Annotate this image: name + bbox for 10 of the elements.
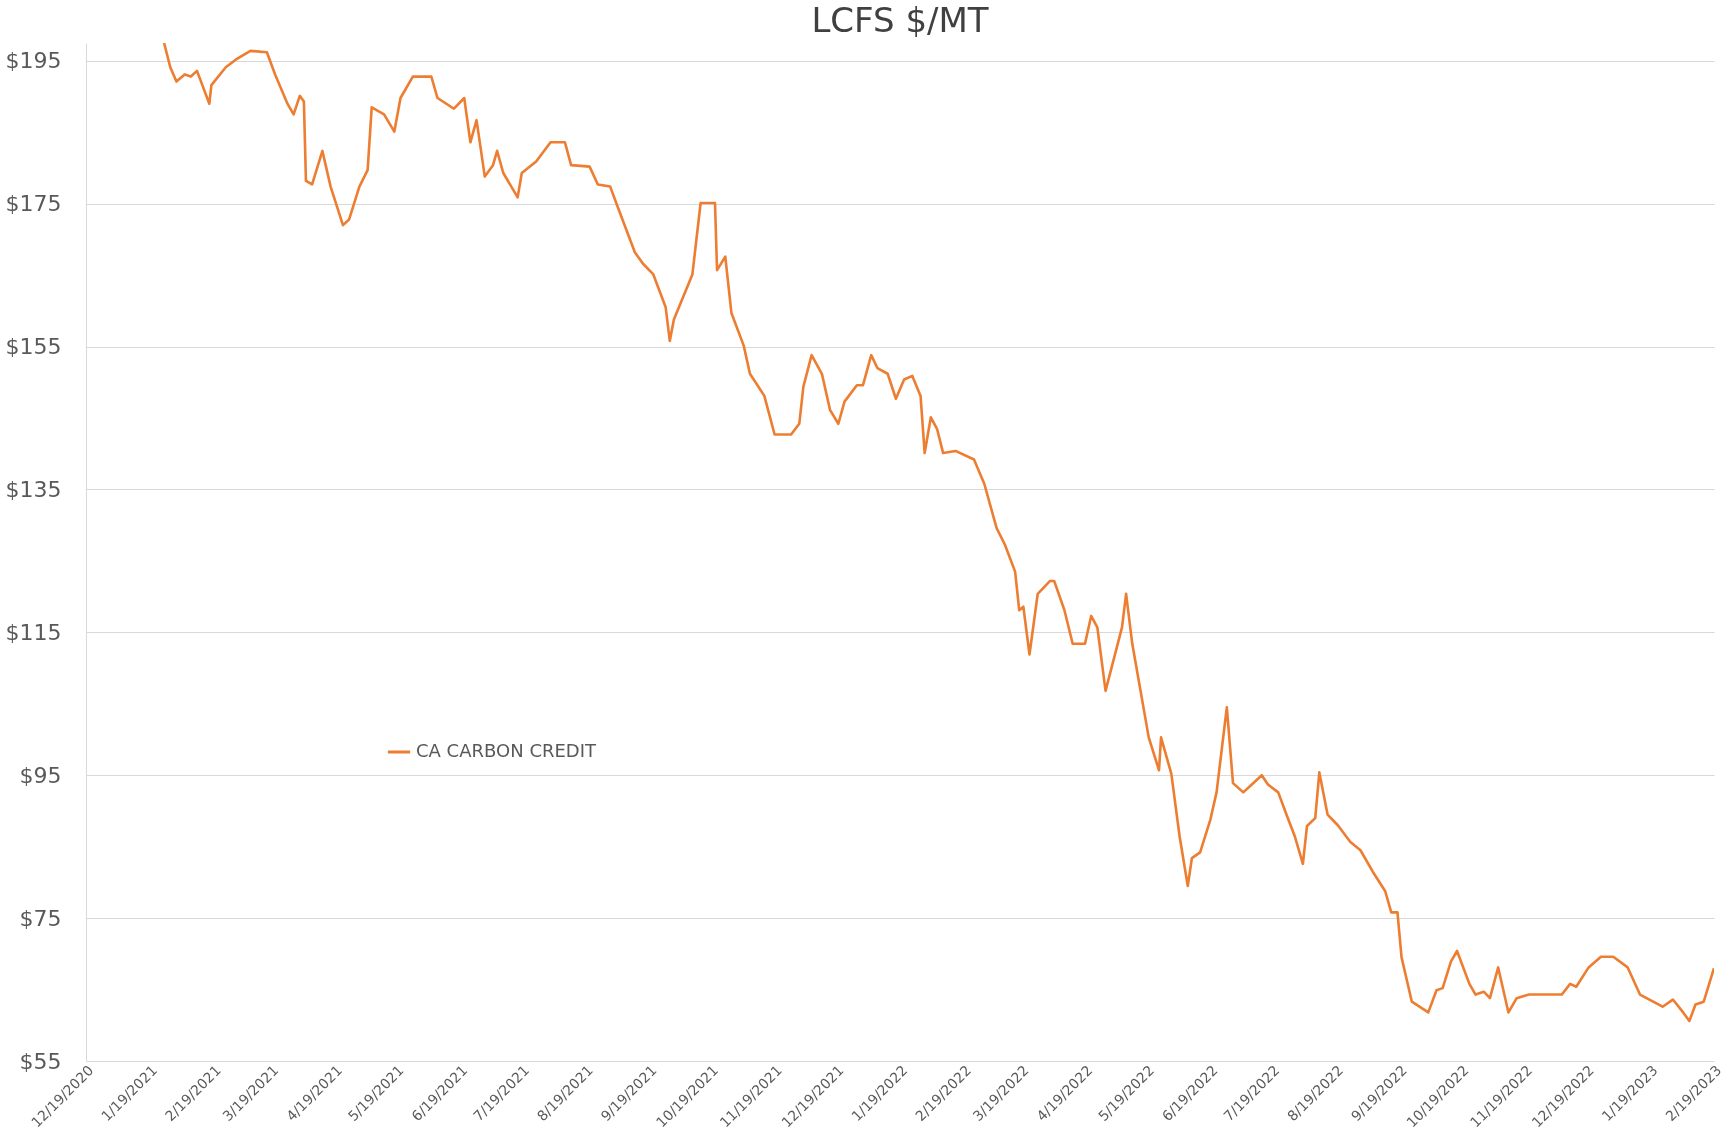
chart-title: LCFS $/MT bbox=[811, 0, 989, 40]
y-tick-label: $195 bbox=[5, 48, 62, 74]
y-tick-label: $135 bbox=[5, 476, 62, 502]
y-tick-label: $95 bbox=[19, 762, 62, 788]
y-tick-label: $75 bbox=[19, 905, 62, 931]
line-series bbox=[162, 43, 1714, 1023]
y-tick-label: $175 bbox=[5, 191, 62, 217]
legend-label: CA CARBON CREDIT bbox=[416, 740, 597, 761]
y-tick-label: $115 bbox=[5, 619, 62, 645]
y-tick-label: $155 bbox=[5, 334, 62, 360]
